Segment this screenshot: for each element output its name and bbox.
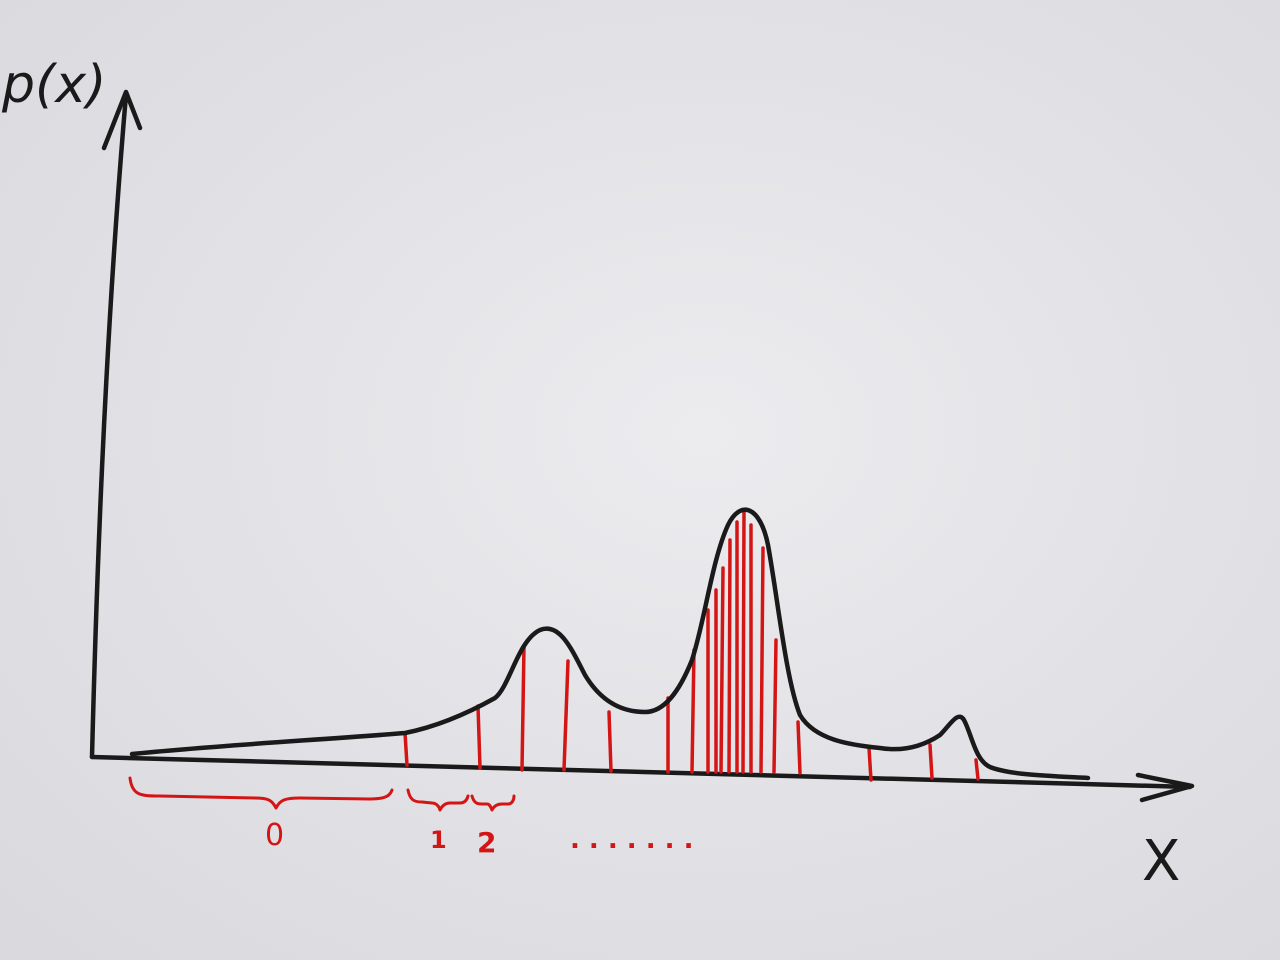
bin-line-15 bbox=[759, 546, 765, 774]
bin-line-2 bbox=[476, 704, 482, 770]
y-axis bbox=[89, 89, 143, 760]
x-axis-arrowhead bbox=[1135, 772, 1195, 803]
brace-bin-1 bbox=[406, 788, 470, 812]
bin-line-18 bbox=[867, 746, 873, 782]
bin-line-4 bbox=[562, 659, 570, 772]
bin-line-7 bbox=[690, 648, 696, 774]
density-curve bbox=[129, 507, 1091, 781]
brace-bin-0 bbox=[128, 776, 394, 810]
bin-line-13 bbox=[741, 510, 746, 774]
bin-label-ellipsis: . . . . . . . bbox=[570, 825, 693, 855]
bin-line-17 bbox=[796, 720, 802, 775]
bin-label-2: 2 bbox=[477, 826, 496, 859]
bin-line-1 bbox=[403, 731, 409, 767]
bin-label-0: 0 bbox=[265, 818, 284, 853]
bin-line-3 bbox=[520, 644, 526, 772]
bin-line-16 bbox=[772, 638, 778, 774]
bin-line-20 bbox=[974, 758, 980, 781]
bin-line-10 bbox=[719, 566, 725, 774]
bin-line-5 bbox=[607, 710, 613, 773]
histogram-bars bbox=[403, 510, 980, 782]
brace-bin-2 bbox=[470, 794, 516, 812]
bin-line-11 bbox=[727, 538, 732, 774]
bin-braces bbox=[128, 776, 516, 812]
x-axis-label: X bbox=[1142, 829, 1180, 894]
y-axis-label: p(x) bbox=[1, 55, 106, 115]
y-axis-arrowhead bbox=[101, 89, 143, 151]
bin-label-1: 1 bbox=[430, 826, 447, 854]
bin-line-19 bbox=[928, 743, 934, 780]
y-axis-line bbox=[89, 92, 129, 760]
